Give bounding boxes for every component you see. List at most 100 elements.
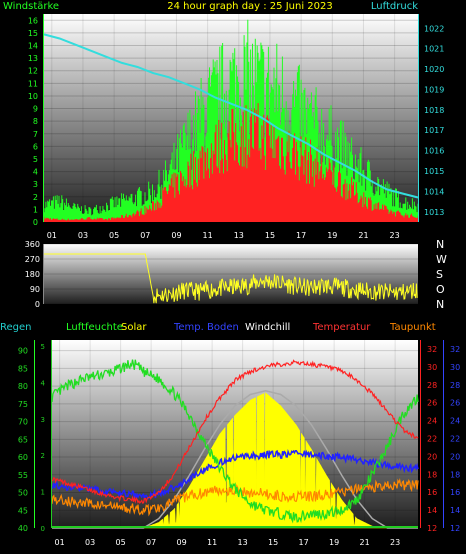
soil-tick-label: 30 <box>450 363 460 372</box>
temp-tick-label: 18 <box>427 470 437 479</box>
direction-tick-label: 180 <box>25 270 40 279</box>
pressure-tick-label: 1021 <box>424 45 444 54</box>
compass-label: N <box>436 298 444 311</box>
x-tick-label: 15 <box>265 231 275 240</box>
wind-direction-series <box>44 253 418 304</box>
legend-taupunkt: Taupunkt <box>389 322 436 333</box>
pressure-tick-label: 1016 <box>424 147 444 156</box>
direction-tick-label: 0 <box>35 300 40 309</box>
x-tick-label: 11 <box>207 538 217 547</box>
wind-tick-label: 2 <box>33 193 38 202</box>
direction-tick-label: 270 <box>25 255 40 264</box>
humidity-tick-label: 70 <box>18 418 28 427</box>
temp-tick-label: 26 <box>427 399 437 408</box>
wind-tick-label: 16 <box>28 16 38 25</box>
x-tick-label: 03 <box>85 538 95 547</box>
x-tick-label: 07 <box>140 231 150 240</box>
temp-tick-label: 16 <box>427 488 437 497</box>
pressure-tick-label: 1017 <box>424 126 444 135</box>
header-left-label: Windstärke <box>3 1 59 12</box>
header-right-label: Luftdruck <box>371 1 418 12</box>
temp-tick-label: 28 <box>427 381 437 390</box>
pressure-tick-label: 1013 <box>424 208 444 217</box>
x-tick-label: 19 <box>329 538 339 547</box>
rain-y-ticks: 0 1 2 3 4 5 <box>41 343 46 533</box>
x-tick-label: 09 <box>171 231 181 240</box>
humidity-y-ticks: 40 45 50 55 60 65 70 75 80 85 90 <box>18 347 28 533</box>
wind-tick-label: 8 <box>33 117 38 126</box>
soil-temperature-series <box>51 449 419 502</box>
wind-tick-label: 0 <box>33 218 38 227</box>
wind-tick-label: 13 <box>28 54 38 63</box>
rain-tick-label: 0 <box>41 525 45 533</box>
direction-y-ticks: 360 270 180 90 0 <box>25 240 40 309</box>
pressure-tick-label: 1022 <box>424 24 444 33</box>
humidity-tick-label: 50 <box>18 489 28 498</box>
wind-tick-label: 15 <box>28 29 38 38</box>
wind-tick-label: 7 <box>33 130 38 139</box>
x-tick-label: 11 <box>203 231 213 240</box>
x-tick-label: 09 <box>177 538 187 547</box>
x-tick-label: 17 <box>296 231 306 240</box>
x-tick-label: 17 <box>299 538 309 547</box>
x-tick-label: 05 <box>116 538 126 547</box>
legend: Regen Luftfeuchte Solar Temp. Boden Wind… <box>0 322 436 333</box>
humidity-tick-label: 45 <box>18 506 28 515</box>
wind-tick-label: 3 <box>33 180 38 189</box>
x-tick-label: 01 <box>55 538 65 547</box>
direction-tick-label: 90 <box>30 285 40 294</box>
wind-tick-label: 11 <box>28 79 38 88</box>
chart-title: 24 hour graph day : 25 Juni 2023 <box>167 1 333 12</box>
wind-tick-label: 6 <box>33 142 38 151</box>
wind-tick-label: 9 <box>33 105 38 114</box>
pressure-tick-label: 1014 <box>424 187 444 196</box>
legend-luftfeuchte: Luftfeuchte <box>66 322 123 333</box>
pressure-tick-label: 1020 <box>424 65 444 74</box>
x-tick-label: 21 <box>360 538 370 547</box>
humidity-tick-label: 55 <box>18 471 28 480</box>
temp-tick-label: 32 <box>427 345 437 354</box>
pressure-tick-label: 1018 <box>424 106 444 115</box>
soil-tick-label: 28 <box>450 381 460 390</box>
temp-tick-label: 24 <box>427 417 437 426</box>
temp-tick-label: 30 <box>427 363 437 372</box>
wind-tick-label: 12 <box>28 67 38 76</box>
humidity-tick-label: 60 <box>18 453 28 462</box>
wind-tick-label: 4 <box>33 168 38 177</box>
pressure-tick-label: 1015 <box>424 167 444 176</box>
temp-tick-label: 22 <box>427 434 437 443</box>
rain-tick-label: 1 <box>41 489 45 497</box>
wind-tick-label: 5 <box>33 155 38 164</box>
temp-tick-label: 12 <box>427 524 437 533</box>
x-tick-label: 21 <box>358 231 368 240</box>
soil-tick-label: 22 <box>450 434 460 443</box>
soil-tick-label: 18 <box>450 470 460 479</box>
rain-tick-label: 5 <box>41 343 45 351</box>
temp-tick-label: 14 <box>427 506 437 515</box>
soil-tick-label: 32 <box>450 345 460 354</box>
soil-y-ticks: 12 14 16 18 20 22 24 26 28 30 32 <box>450 345 460 533</box>
x-tick-label: 01 <box>47 231 57 240</box>
rain-tick-label: 3 <box>41 416 45 424</box>
x-tick-label: 03 <box>78 231 88 240</box>
x-tick-label: 23 <box>390 231 400 240</box>
pressure-series <box>43 33 419 199</box>
climate-series <box>51 359 419 529</box>
temperature-series <box>51 359 419 504</box>
x-tick-label: 23 <box>390 538 400 547</box>
x-tick-label: 19 <box>327 231 337 240</box>
climate-x-ticks: 01 03 05 07 09 11 13 15 17 19 21 23 <box>55 538 401 547</box>
soil-tick-label: 20 <box>450 452 460 461</box>
soil-tick-label: 26 <box>450 399 460 408</box>
rain-tick-label: 2 <box>41 452 45 460</box>
humidity-series <box>51 359 419 524</box>
direction-tick-label: 360 <box>25 240 40 249</box>
x-tick-label: 13 <box>234 231 244 240</box>
x-tick-label: 05 <box>109 231 119 240</box>
pressure-y-ticks: 1013 1014 1015 1016 1017 1018 1019 1020 1021 1022 <box>424 24 444 217</box>
wind-tick-label: 14 <box>28 42 38 51</box>
humidity-tick-label: 40 <box>18 524 28 533</box>
compass-label: N <box>436 238 444 251</box>
legend-temp-boden: Temp. Boden <box>173 322 239 333</box>
